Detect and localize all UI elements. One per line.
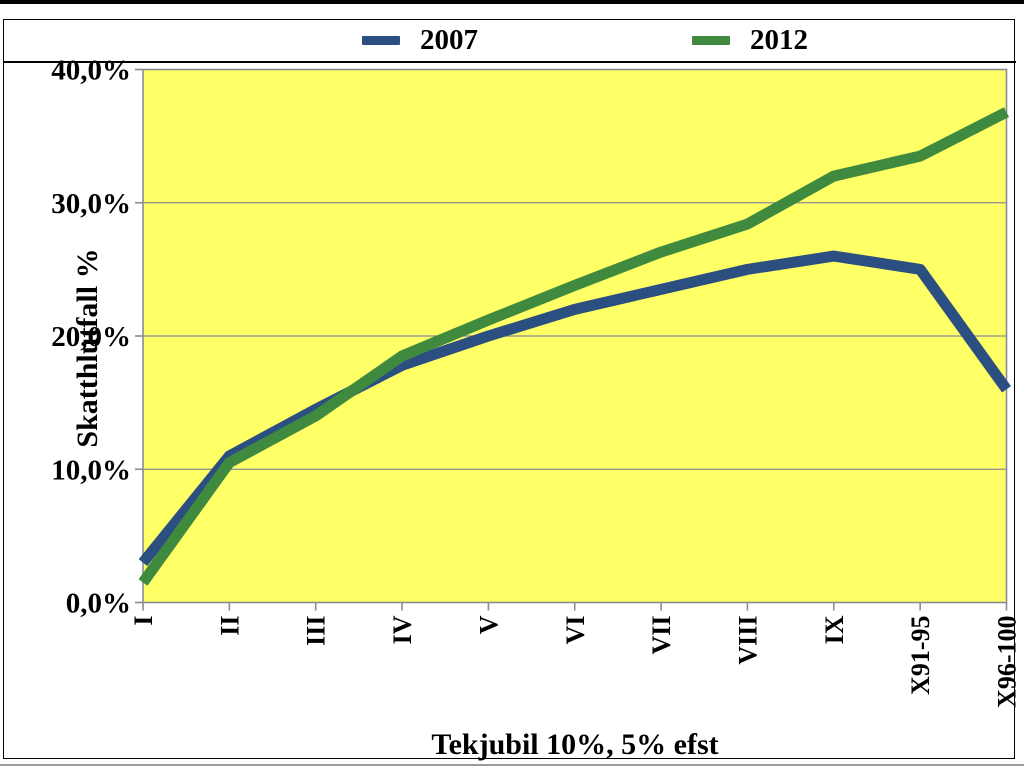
y-tick-label: 30,0% (51, 188, 131, 220)
x-tick-label: VIII (733, 616, 762, 665)
x-tick-label: IX (820, 615, 849, 644)
legend-box-divider (3, 61, 1016, 63)
legend-item-2007: 2007 (362, 19, 478, 62)
series-line-2007 (138, 250, 1011, 566)
x-tick-label: VII (647, 616, 676, 655)
legend-line-swatch-2012 (692, 36, 730, 45)
legend-item-2012: 2012 (692, 19, 808, 62)
legend-label-2012: 2012 (750, 24, 808, 56)
top-border-bar (0, 0, 1024, 4)
x-tick-label: III (302, 616, 331, 646)
x-tick-label: II (215, 616, 244, 636)
x-tick-label: X96-100 (993, 616, 1022, 708)
x-tick-label: VI (561, 616, 590, 645)
y-tick-label: 0,0% (66, 588, 131, 620)
series-line-2012 (138, 107, 1009, 586)
legend-line-swatch-2007 (362, 36, 400, 45)
legend-label-2007: 2007 (420, 24, 478, 56)
x-tick-label: IV (388, 615, 417, 644)
y-tick-label: 40,0% (51, 55, 131, 87)
x-axis-title: Tekjubil 10%, 5% efst (431, 728, 719, 761)
y-tick-label: 20,0% (51, 321, 131, 353)
bottom-border-line (0, 764, 1024, 766)
x-tick-label: V (474, 615, 503, 634)
y-tick-label: 10,0% (51, 454, 131, 486)
y-axis-title: Skatthlutfall % (71, 248, 104, 448)
x-tick-label: X91-95 (906, 616, 935, 695)
x-tick-label: I (129, 616, 158, 626)
